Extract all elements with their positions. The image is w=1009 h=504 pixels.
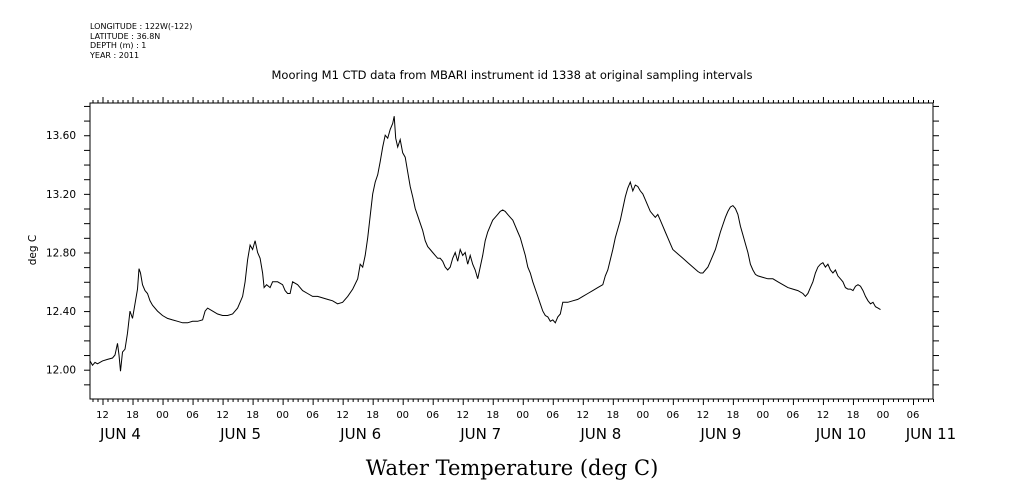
y-axis-label: deg C <box>27 235 39 265</box>
x-tick-label: 06 <box>666 410 679 421</box>
tick-labels: 12 18 00 06 12 18 00 06 12 18 00 06 12 18 00 06 12 18 00 06… <box>46 130 956 443</box>
x-tick-label: 06 <box>306 410 319 421</box>
x-tick-label: 12 <box>696 410 709 421</box>
x-tick-label: 18 <box>727 410 740 421</box>
x-tick-label: 00 <box>156 410 169 421</box>
x-tick-label: 18 <box>366 410 379 421</box>
plot-frame <box>89 102 934 400</box>
x-tick-label: 00 <box>516 410 529 421</box>
x-day-label: JUN 6 <box>339 425 381 443</box>
x-tick-label: 18 <box>847 410 860 421</box>
meta-longitude: LONGITUDE : 122W(-122) <box>90 22 193 31</box>
x-tick-label: 12 <box>96 410 109 421</box>
meta-year: YEAR : 2011 <box>90 50 140 60</box>
x-tick-label: 00 <box>396 410 409 421</box>
x-tick-label: 12 <box>817 410 830 421</box>
y-tick-label: 12.80 <box>46 247 76 259</box>
chart-title: Mooring M1 CTD data from MBARI instrumen… <box>272 68 753 82</box>
x-tick-label: 12 <box>576 410 589 421</box>
y-tick-label: 12.40 <box>46 306 76 318</box>
x-day-label: JUN 5 <box>219 425 261 443</box>
x-tick-label: 00 <box>636 410 649 421</box>
x-tick-label: 06 <box>907 410 920 421</box>
x-tick-label: 06 <box>426 410 439 421</box>
x-tick-label: 12 <box>336 410 349 421</box>
x-tick-label: 18 <box>126 410 139 421</box>
x-tick-label: 00 <box>757 410 770 421</box>
x-tick-label: 18 <box>246 410 259 421</box>
x-day-label: JUN 4 <box>99 425 141 443</box>
x-tick-label: 12 <box>216 410 229 421</box>
meta-depth: DEPTH (m) : 1 <box>90 41 147 50</box>
x-tick-label: 06 <box>186 410 199 421</box>
x-tick-label: 18 <box>606 410 619 421</box>
axis-ticks <box>84 97 939 405</box>
x-tick-label: 00 <box>877 410 890 421</box>
x-tick-label: 18 <box>486 410 499 421</box>
x-tick-label: 06 <box>546 410 559 421</box>
x-day-label: JUN 7 <box>459 425 501 443</box>
x-day-label: JUN 10 <box>815 425 866 443</box>
x-day-label: JUN 11 <box>905 425 956 443</box>
x-tick-label: 06 <box>787 410 800 421</box>
y-tick-label: 13.60 <box>46 130 76 142</box>
x-axis-label: Water Temperature (deg C) <box>366 456 659 480</box>
x-day-label: JUN 8 <box>579 425 621 443</box>
x-tick-label: 12 <box>456 410 469 421</box>
metadata-block: LONGITUDE : 122W(-122) LATITUDE : 36.8N … <box>90 22 192 60</box>
meta-latitude: LATITUDE : 36.8N <box>90 31 161 41</box>
y-tick-label: 13.20 <box>46 189 76 201</box>
x-tick-label: 00 <box>276 410 289 421</box>
y-tick-label: 12.00 <box>46 365 76 377</box>
x-day-label: JUN 9 <box>699 425 741 443</box>
series-line <box>89 116 881 372</box>
